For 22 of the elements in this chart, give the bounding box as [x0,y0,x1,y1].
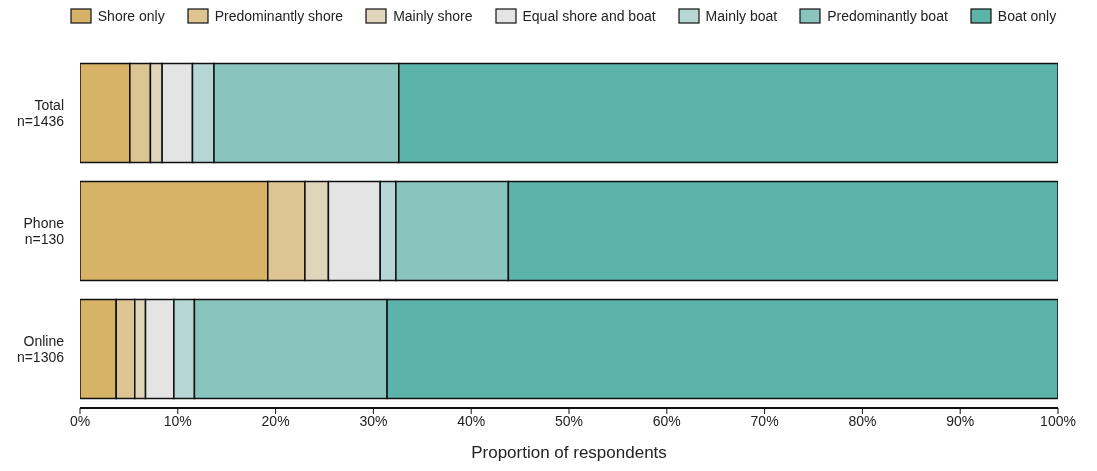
legend-label: Predominantly boat [827,8,948,24]
y-tick-label: Total n=1436 [16,97,65,129]
x-tick-label: 50% [554,412,584,429]
y-tick-label: Online n=1306 [16,333,65,365]
x-tick-label: 90% [946,412,975,429]
x-tick-label: 10% [163,412,192,429]
x-tick-label: 40% [457,412,486,429]
x-tick-label: 0% [69,412,91,429]
x-tick-label: 100% [1040,412,1076,429]
x-tick-label: 80% [848,412,877,429]
x-tick-label: 30% [359,412,388,429]
legend-label: Shore only [97,8,165,24]
legend-label: Mainly shore [393,8,473,24]
y-tick-label: Phone n=130 [23,215,65,247]
x-tick-label: 20% [261,412,290,429]
legend-label: Predominantly shore [214,8,344,24]
x-axis-title: Proportion of respondents [471,443,667,462]
legend-label: Mainly boat [705,8,778,24]
legend-label: Boat only [997,8,1057,24]
x-tick-label: 70% [750,412,779,429]
legend-label: Equal shore and boat [522,8,656,24]
x-tick-label: 60% [652,412,681,429]
